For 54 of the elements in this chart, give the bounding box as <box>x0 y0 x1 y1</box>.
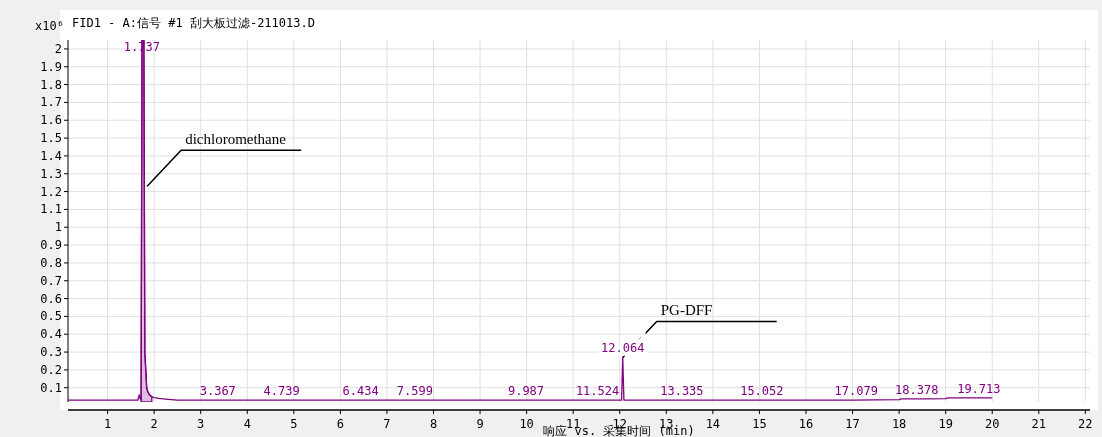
chart-title: FID1 - A:信号 #1 刮大板过滤-211013.D <box>72 16 315 30</box>
x-tick-label: 20 <box>985 417 1000 431</box>
y-tick-label: 1.6 <box>40 113 62 128</box>
y-tick-label: 1.2 <box>40 184 62 199</box>
y-tick-label: 0.7 <box>40 273 62 288</box>
x-tick-label: 4 <box>243 417 251 431</box>
annotation: 9.987 <box>507 384 545 399</box>
x-tick-label: 7 <box>383 417 391 431</box>
x-tick-label: 17 <box>845 417 860 431</box>
y-tick-label: 1.8 <box>40 77 62 92</box>
y-tick-label: 1.1 <box>40 202 62 217</box>
y-tick-label: 0.9 <box>40 238 62 253</box>
annotation: 7.599 <box>396 384 433 399</box>
x-tick-label: 2 <box>150 417 158 431</box>
x-tick-label: 15 <box>752 417 767 431</box>
y-tick-label: 0.4 <box>40 327 62 342</box>
y-tick-label: 0.5 <box>40 309 62 324</box>
y-tick-label: 1.5 <box>40 131 62 146</box>
y-tick-label: 0.8 <box>40 255 62 270</box>
x-tick-label: 10 <box>519 417 534 431</box>
y-axis-title: x10⁶ <box>35 19 64 33</box>
x-tick-label: 21 <box>1031 417 1047 431</box>
y-tick-label: 0.2 <box>40 362 62 377</box>
x-tick-label: 6 <box>336 417 344 431</box>
annotation: 4.739 <box>263 384 300 399</box>
y-tick-label: 2 <box>54 41 62 56</box>
x-tick-label: 5 <box>290 417 298 431</box>
annotation: 13.335 <box>660 384 704 399</box>
x-tick-label: 3 <box>197 417 205 431</box>
x-tick-label: 22 <box>1078 417 1093 431</box>
annotation: 3.367 <box>199 384 236 399</box>
annotation: 15.052 <box>740 384 784 399</box>
annotation: PG-DFF <box>660 302 713 319</box>
y-tick-label: 0.6 <box>40 291 62 306</box>
x-tick-label: 1 <box>103 417 112 431</box>
annotation: 17.079 <box>834 384 878 399</box>
annotation: dichloromethane <box>185 131 287 148</box>
annotation: 18.378 <box>895 382 939 397</box>
x-tick-label: 16 <box>798 417 814 431</box>
y-tick-label: 0.3 <box>40 345 62 360</box>
annotation: 11.524 <box>575 384 620 399</box>
annotation: 6.434 <box>342 384 379 399</box>
y-tick-label: 1 <box>54 220 62 235</box>
annotation: 19.713 <box>957 381 1001 396</box>
x-tick-label: 18 <box>891 417 907 431</box>
y-tick-label: 1.7 <box>40 95 62 110</box>
x-tick-label: 14 <box>705 417 721 431</box>
x-tick-label: 8 <box>429 417 438 431</box>
y-tick-label: 1.9 <box>40 59 62 74</box>
y-tick-label: 1.3 <box>40 166 62 181</box>
x-tick-label: 9 <box>476 417 484 431</box>
y-tick-label: 0.1 <box>40 380 62 395</box>
x-tick-label: 19 <box>938 417 953 431</box>
y-tick-label: 1.4 <box>40 148 62 163</box>
